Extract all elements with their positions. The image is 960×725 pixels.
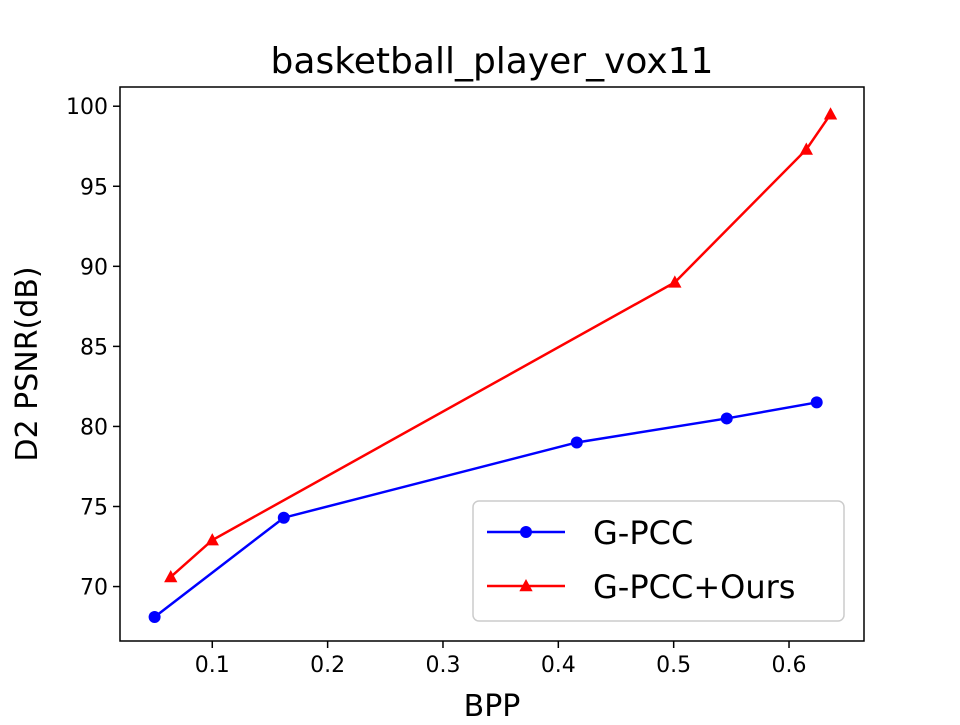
y-axis-title: D2 PSNR(dB) <box>10 266 45 461</box>
x-tick-label: 0.2 <box>310 653 345 678</box>
data-point-g-pcc <box>570 436 583 449</box>
data-point-g-pcc <box>277 511 290 524</box>
legend-box <box>472 500 845 622</box>
legend-marker-g-pcc-ours <box>519 579 533 592</box>
chart-title: basketball_player_vox11 <box>271 41 714 82</box>
x-tick-label: 0.4 <box>541 653 576 678</box>
legend-label-g-pcc: G-PCC <box>593 514 693 552</box>
y-tick-label: 90 <box>80 255 108 280</box>
data-point-g-pcc <box>810 396 823 409</box>
plot-area-frame <box>119 86 865 642</box>
y-tick-label: 100 <box>66 95 108 120</box>
legend-label-g-pcc-ours: G-PCC+Ours <box>593 568 795 606</box>
x-tick-label: 0.1 <box>195 653 230 678</box>
data-point-g-pcc-ours <box>205 533 219 546</box>
x-tick-label: 0.5 <box>656 653 691 678</box>
data-point-g-pcc <box>148 610 161 623</box>
x-tick-label: 0.6 <box>772 653 807 678</box>
data-point-g-pcc-ours <box>799 142 813 155</box>
series-layer <box>148 107 838 623</box>
y-tick-label: 75 <box>80 496 108 521</box>
y-tick-label: 70 <box>80 576 108 601</box>
legend-marker-g-pcc <box>520 526 532 538</box>
legend: G-PCC G-PCC+Ours <box>472 500 845 622</box>
data-point-g-pcc-ours <box>164 569 178 583</box>
y-tick-label: 80 <box>80 415 108 440</box>
data-point-g-pcc-ours <box>668 275 682 288</box>
x-axis-title: BPP <box>464 689 521 720</box>
data-point-g-pcc-ours <box>823 107 838 120</box>
y-tick-label: 95 <box>80 175 108 200</box>
axes-layer: 0.1 0.2 0.3 0.4 0.5 0.6 70 75 80 85 90 95 100 <box>66 95 807 678</box>
data-point-g-pcc <box>720 412 733 425</box>
y-tick-label: 85 <box>80 335 108 360</box>
x-tick-label: 0.3 <box>425 653 460 678</box>
